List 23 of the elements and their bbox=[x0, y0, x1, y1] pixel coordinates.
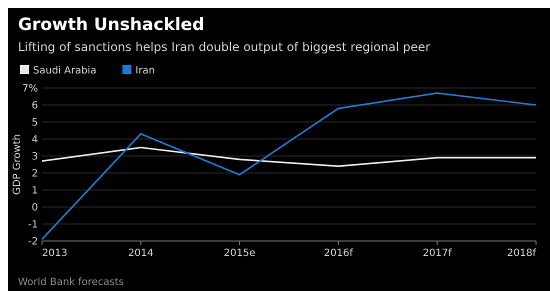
y-tick-label: 1 bbox=[32, 186, 38, 196]
x-tick-label: 2016f bbox=[324, 248, 354, 259]
y-tick-label: 7% bbox=[22, 84, 38, 94]
y-tick-label: 4 bbox=[32, 134, 38, 146]
y-tick-label: 5 bbox=[32, 118, 38, 128]
y-tick-label: 0 bbox=[32, 202, 38, 214]
chart-title: Growth Unshackled bbox=[18, 15, 204, 35]
legend-label: Iran bbox=[135, 66, 155, 76]
y-tick-label: 2 bbox=[32, 168, 38, 180]
x-tick-label: 2013 bbox=[42, 248, 68, 259]
line-series bbox=[41, 146, 537, 167]
y-tick-label: -1 bbox=[28, 220, 38, 230]
text: World Bank forecasts bbox=[18, 277, 124, 288]
x-tick-label: 2014 bbox=[128, 248, 154, 259]
x-tick-label: 2015e bbox=[224, 248, 256, 259]
y-tick-label: 6 bbox=[32, 100, 38, 112]
legend-label: Saudi Arabia bbox=[33, 66, 96, 76]
chart-subtitle: Lifting of sanctions helps Iran double output of biggest regional peer bbox=[18, 40, 430, 54]
y-axis-title: GDP Growth bbox=[12, 134, 23, 195]
y-tick-label: -2 bbox=[28, 236, 38, 248]
y-tick-label: 3 bbox=[32, 152, 38, 162]
x-tick-label: 2017f bbox=[422, 248, 452, 259]
x-tick-label: 2018f bbox=[507, 248, 536, 259]
